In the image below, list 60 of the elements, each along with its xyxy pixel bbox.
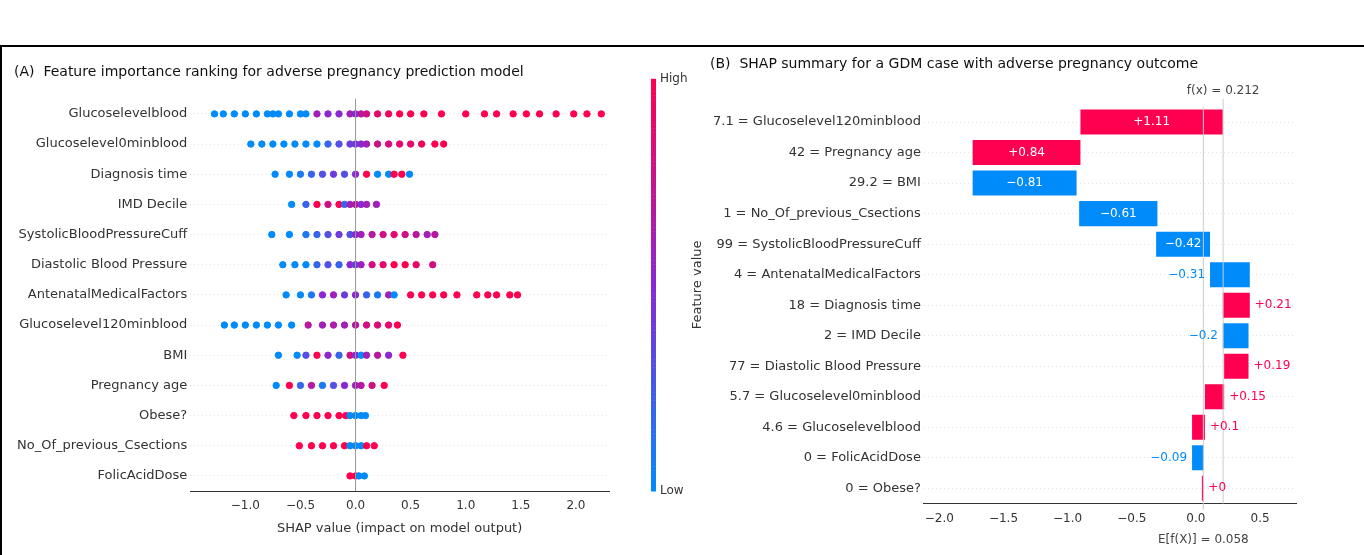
y-tick-label: Glucoselevel120minblood <box>19 316 188 332</box>
y-tick-label: Glucoselevelblood <box>68 105 188 121</box>
data-label: −0.81 <box>1006 175 1044 190</box>
ref-line-label: E[f(X)] = 0.058 <box>1157 531 1249 546</box>
y-tick-label: IMD Decile <box>117 195 188 211</box>
y-tick-label: AntenatalMedicalFactors <box>27 286 188 302</box>
x-tick-label: 0.0 <box>1186 510 1206 525</box>
y-tick-label: 1 = No_Of_previous_Csections <box>723 205 922 221</box>
x-axis-title: SHAP value (impact on model output) <box>276 519 523 535</box>
x-tick-label: 0.5 <box>401 498 421 513</box>
y-tick-label: 99 = SystolicBloodPressureCuff <box>716 235 922 251</box>
data-label: −0.31 <box>1168 266 1206 281</box>
x-tick-label: 0.0 <box>345 498 366 513</box>
y-tick-label: Obese? <box>139 406 188 422</box>
data-label: −0.2 <box>1188 327 1218 342</box>
data-label: −0.61 <box>1099 205 1137 220</box>
y-tick-label: BMI <box>163 346 188 362</box>
x-tick-label: −0.5 <box>285 498 316 513</box>
x-tick-label: 1.0 <box>456 498 476 513</box>
x-tick-label: −1.0 <box>230 498 260 513</box>
data-label: +0.21 <box>1254 297 1292 312</box>
x-tick-label: −1.5 <box>988 510 1019 525</box>
y-tick-label: 2 = IMD Decile <box>823 327 921 343</box>
y-tick-label: Diagnosis time <box>90 165 188 181</box>
x-tick-label: 0.5 <box>1250 510 1270 525</box>
y-tick-label: 5.7 = Glucoselevel0minblood <box>729 388 921 404</box>
y-tick-label: No_Of_previous_Csections <box>16 437 188 453</box>
y-tick-label: 4 = AntenatalMedicalFactors <box>733 266 922 282</box>
color-bar-label: High <box>660 70 688 85</box>
data-label: +0.15 <box>1229 388 1266 403</box>
x-tick-label: −2.0 <box>924 510 954 525</box>
x-tick-label: −0.5 <box>1117 510 1147 525</box>
color-bar-title: Feature value <box>689 240 705 330</box>
y-tick-label: 0 = FolicAcidDose <box>803 449 921 465</box>
y-tick-label: 18 = Diagnosis time <box>788 296 921 312</box>
y-tick-label: FolicAcidDose <box>97 467 188 483</box>
data-label: +0.19 <box>1253 358 1291 373</box>
data-label: +1.11 <box>1133 114 1171 129</box>
y-tick-label: 42 = Pregnancy age <box>788 143 921 159</box>
x-tick-label: 2.0 <box>566 498 586 513</box>
y-tick-label: Glucoselevel0minblood <box>35 135 188 151</box>
data-label: −0.42 <box>1164 236 1202 251</box>
y-tick-label: 0 = Obese? <box>845 479 921 495</box>
data-label: +0.1 <box>1209 419 1240 434</box>
y-tick-label: 29.2 = BMI <box>848 174 921 190</box>
data-label: +0 <box>1208 480 1227 495</box>
y-tick-label: Pregnancy age <box>90 376 188 392</box>
x-tick-label: 1.5 <box>511 498 531 513</box>
color-bar-label: Low <box>660 483 684 498</box>
chart-title: (A) Feature importance ranking for adverse pregnancy prediction model <box>14 63 524 80</box>
y-tick-label: 4.6 = Glucoselevelblood <box>762 418 921 434</box>
data-label: +0.84 <box>1008 144 1045 159</box>
chart-title: (B) SHAP summary for a GDM case with adverse pregnancy outcome <box>710 55 1199 72</box>
y-tick-label: Diastolic Blood Pressure <box>30 256 188 272</box>
ref-line-label: f(x) = 0.212 <box>1186 82 1260 97</box>
y-tick-label: 77 = Diastolic Blood Pressure <box>728 357 921 373</box>
y-tick-label: SystolicBloodPressureCuff <box>18 225 189 241</box>
data-label: −0.09 <box>1150 449 1188 464</box>
x-tick-label: −1.0 <box>1053 510 1083 525</box>
y-tick-label: 7.1 = Glucoselevel120minblood <box>712 113 921 129</box>
